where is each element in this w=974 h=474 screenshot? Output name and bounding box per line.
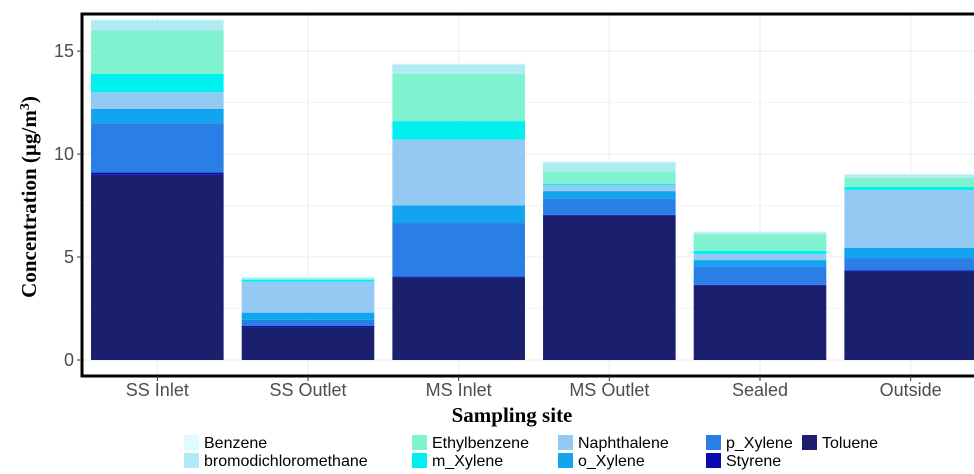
x-axis-ticks: SS Inlet SS Outlet MS Inlet MS Outlet Sealed… [126, 376, 942, 400]
bar-segment [241, 326, 375, 328]
legend-label: Styrene [726, 453, 781, 470]
bar-segment [91, 172, 224, 175]
y-axis-title: Concentration (µg/m3) [17, 96, 41, 298]
x-tick-label: Outside [880, 380, 942, 400]
legend-swatch [184, 435, 199, 450]
x-tick-label: Sealed [732, 380, 788, 400]
y-tick-label: 5 [64, 247, 74, 267]
bar-segment [693, 266, 827, 285]
bar-segment [844, 190, 974, 248]
bar-segment [241, 312, 375, 320]
bar-segment [392, 73, 525, 122]
legend-label: Benzene [204, 435, 267, 452]
bar-segment [543, 162, 676, 172]
bar-segment [543, 198, 676, 215]
legend-swatch [412, 435, 427, 450]
x-tick-label: MS Outlet [569, 380, 649, 400]
bar-segment [693, 260, 827, 267]
bar-segment [241, 277, 375, 279]
legend-swatch [802, 435, 817, 450]
bar-segment [844, 174, 974, 178]
bar-segment [693, 285, 827, 360]
bar-segment [91, 123, 224, 173]
plot-panel-border [80, 12, 974, 378]
bar-segment [392, 276, 525, 278]
bar-segment [241, 276, 375, 278]
bar-segment [543, 215, 676, 360]
bar-segment [543, 184, 676, 192]
y-tick-label: 0 [64, 350, 74, 370]
bar-segment [241, 327, 375, 360]
bar-segment [91, 108, 224, 124]
bar-segment [241, 281, 375, 313]
bar-segment [693, 284, 827, 286]
bar-segment [392, 139, 525, 206]
legend-label: bromodichloromethane [204, 453, 368, 470]
bar-segment [91, 19, 224, 21]
bar-segment [543, 183, 676, 185]
legend-swatch [412, 453, 427, 468]
legend-label: m_Xylene [432, 453, 503, 470]
bar-segment [844, 187, 974, 191]
bar-segment [844, 270, 974, 272]
x-tick-label: SS Inlet [126, 380, 189, 400]
bar-segment [392, 63, 525, 65]
x-axis-title: Sampling site [452, 403, 573, 427]
legend-swatch [706, 435, 721, 450]
bar-segment [844, 258, 974, 271]
bar-segment [392, 121, 525, 140]
bar-segment [693, 250, 827, 254]
bar-segment [844, 271, 974, 360]
bar-segment [91, 30, 224, 74]
legend-swatch [558, 453, 573, 468]
bar-segment [392, 64, 525, 74]
bar-segment [543, 171, 676, 184]
legend-label: Toluene [822, 435, 878, 452]
bars [91, 19, 974, 360]
legend-label: Naphthalene [578, 435, 669, 452]
bar-segment [91, 92, 224, 109]
x-tick-label: SS Outlet [269, 380, 346, 400]
bar-segment [693, 231, 827, 233]
bar-segment [693, 234, 827, 251]
bar-segment [693, 232, 827, 235]
bar-segment [392, 205, 525, 224]
x-tick-label: MS Inlet [426, 380, 492, 400]
bar-segment [392, 277, 525, 360]
legend-label: p_Xylene [726, 435, 793, 452]
legend-label: o_Xylene [578, 453, 645, 470]
bar-segment [844, 247, 974, 259]
legend-swatch [558, 435, 573, 450]
bar-segment [543, 161, 676, 163]
legend-swatch [706, 453, 721, 468]
bar-segment [241, 278, 375, 280]
bar-segment [91, 174, 224, 360]
legend-label: Ethylbenzene [432, 435, 529, 452]
y-tick-label: 10 [54, 144, 74, 164]
bar-segment [543, 214, 676, 216]
bar-segment [693, 253, 827, 261]
bar-segment [844, 173, 974, 175]
bar-segment [241, 319, 375, 327]
legend: Benzene Ethylbenzene Naphthalene p_Xylene To… [184, 435, 878, 470]
bar-segment [241, 279, 375, 282]
bar-segment [543, 191, 676, 199]
y-tick-label: 15 [54, 41, 74, 61]
bar-segment [392, 223, 525, 277]
legend-swatch [184, 453, 199, 468]
bar-segment [844, 177, 974, 187]
bar-segment [91, 73, 224, 93]
bar-segment [91, 20, 224, 31]
y-axis-ticks: 0 5 10 15 [54, 41, 82, 370]
